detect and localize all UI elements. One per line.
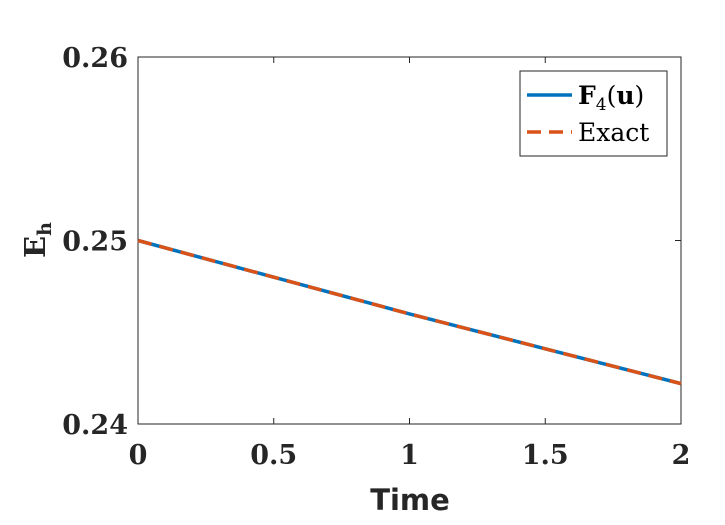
x-axis-label: Time [370, 483, 450, 517]
y-axis-label-main: E [18, 236, 52, 258]
legend-label-series-0-paren-close: ) [635, 81, 645, 110]
legend-label-series-1: Exact [578, 118, 649, 147]
legend: F4(u) Exact [519, 70, 668, 157]
x-tick-label-1: 0.5 [250, 440, 297, 471]
legend-label-series-0-main: F [578, 81, 596, 110]
legend-label-series-0-sub: 4 [596, 95, 607, 115]
legend-label-series-0-paren-open: ( [607, 81, 617, 110]
y-axis-label: Eh [18, 222, 56, 258]
legend-label-series-0-u: u [616, 81, 634, 110]
y-tick-label-0: 0.24 [62, 410, 128, 441]
x-tick-label-0: 0 [129, 440, 148, 471]
y-axis-label-sub: h [34, 222, 56, 236]
ticks-group: 0 0.5 1 1.5 2 0.24 0.25 0.26 [62, 43, 690, 471]
legend-label-series-0-rest: (u) [607, 81, 645, 110]
x-tick-label-2: 1 [400, 440, 419, 471]
x-tick-label-4: 2 [672, 440, 691, 471]
x-tick-label-3: 1.5 [522, 440, 569, 471]
legend-box [519, 70, 668, 157]
y-tick-label-2: 0.26 [62, 43, 128, 74]
legend-label-series-0: F4(u) [578, 81, 644, 115]
series-line-1 [137, 238, 682, 386]
y-tick-label-1: 0.25 [62, 227, 128, 258]
series-group [137, 238, 682, 386]
